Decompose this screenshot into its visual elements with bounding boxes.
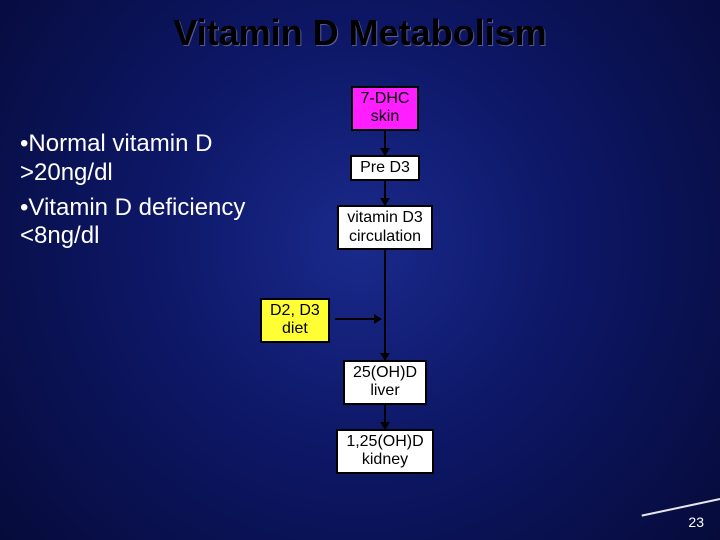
flow-node-liver: 25(OH)D liver <box>343 360 427 405</box>
flow-node-line: skin <box>371 108 399 125</box>
flow-node-diet: D2, D3 diet <box>260 298 330 343</box>
flowchart: 7-DHC skin Pre D3 vitamin D3 circulation… <box>300 86 470 474</box>
flow-node-pred3: Pre D3 <box>350 155 420 181</box>
flow-side-arrow <box>335 318 381 320</box>
bullet-list: •Normal vitamin D >20ng/dl •Vitamin D de… <box>20 130 280 257</box>
flow-node-line: 1,25(OH)D <box>346 433 423 450</box>
flow-node-skin: 7-DHC skin <box>351 86 420 131</box>
flow-node-line: Pre D3 <box>360 159 410 176</box>
flow-node-line: vitamin D3 <box>347 209 423 226</box>
flow-node-line: kidney <box>362 451 408 468</box>
flow-node-line: D2, D3 <box>270 302 320 319</box>
slide-title: Vitamin D Metabolism <box>0 12 720 54</box>
flow-node-circulation: vitamin D3 circulation <box>337 205 433 250</box>
flow-arrow <box>384 181 386 205</box>
flow-arrow <box>384 405 386 429</box>
flow-node-line: 7-DHC <box>361 90 410 107</box>
slide: Vitamin D Metabolism •Normal vitamin D >… <box>0 0 720 540</box>
decorative-line <box>642 498 720 517</box>
flow-node-line: diet <box>282 320 308 337</box>
bullet-item: •Vitamin D deficiency <8ng/dl <box>20 194 280 252</box>
flow-side-branch: D2, D3 diet <box>260 298 330 343</box>
flow-arrow <box>384 131 386 155</box>
flow-node-line: circulation <box>349 228 421 245</box>
flow-arrow <box>384 250 386 360</box>
flow-node-line: liver <box>370 382 399 399</box>
flow-node-kidney: 1,25(OH)D kidney <box>336 429 433 474</box>
flow-node-line: 25(OH)D <box>353 364 417 381</box>
bullet-item: •Normal vitamin D >20ng/dl <box>20 130 280 188</box>
page-number: 23 <box>688 514 704 530</box>
